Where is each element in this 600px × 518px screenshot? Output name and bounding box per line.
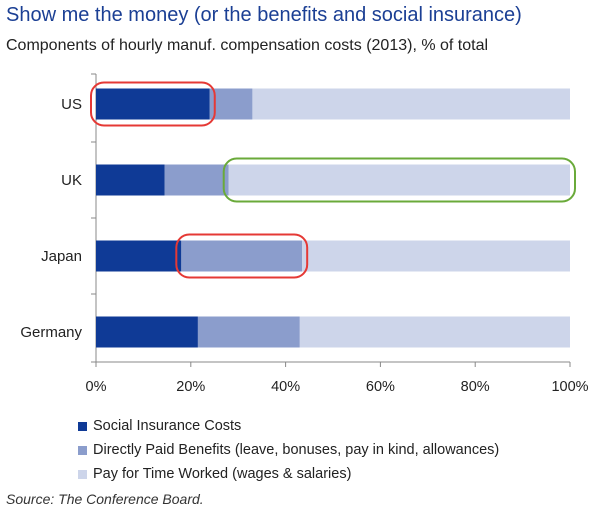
chart-subtitle: Components of hourly manuf. compensation… xyxy=(6,37,489,54)
highlight-callout xyxy=(222,157,576,203)
category-label: UK xyxy=(61,172,82,189)
chart-title: Show me the money (or the benefits and s… xyxy=(6,4,522,26)
legend-item-benefits: Directly Paid Benefits (leave, bonuses, … xyxy=(78,438,499,462)
bar-segment xyxy=(96,316,198,348)
x-tick-label: 100% xyxy=(551,379,588,395)
category-label: US xyxy=(61,96,82,113)
bar-segment xyxy=(197,316,300,348)
bar-segment xyxy=(252,88,571,120)
bar-segment xyxy=(209,88,253,120)
legend-label-social-insurance: Social Insurance Costs xyxy=(93,418,242,434)
source-note: Source: The Conference Board. xyxy=(6,491,204,507)
x-tick-label: 20% xyxy=(176,379,205,395)
chart-legend: Social Insurance Costs Directly Paid Ben… xyxy=(78,414,499,486)
bar-segment xyxy=(299,316,570,348)
bar-segment xyxy=(96,240,182,272)
legend-label-benefits: Directly Paid Benefits (leave, bonuses, … xyxy=(93,442,500,458)
bar-segment xyxy=(302,240,570,272)
category-label: Japan xyxy=(41,248,82,265)
bar-segment xyxy=(96,88,210,120)
legend-item-social-insurance: Social Insurance Costs xyxy=(78,414,499,438)
bar-segment xyxy=(164,164,229,196)
stacked-bar-chart: 0% 20% 40% 60% 80% 100% US UK Japan Germany xyxy=(20,73,589,395)
highlight-callout xyxy=(90,81,216,127)
legend-label-pay: Pay for Time Worked (wages & salaries) xyxy=(93,466,352,482)
bar-segment xyxy=(228,164,570,196)
x-tick-label: 0% xyxy=(86,379,107,395)
legend-item-pay: Pay for Time Worked (wages & salaries) xyxy=(78,462,499,486)
legend-swatch-pay xyxy=(78,469,87,479)
legend-swatch-benefits xyxy=(78,445,87,455)
category-label: Germany xyxy=(20,324,82,341)
x-tick-label: 80% xyxy=(461,379,490,395)
bar-segment xyxy=(181,240,303,272)
highlight-callout xyxy=(175,233,309,279)
x-tick-label: 40% xyxy=(271,379,300,395)
legend-swatch-social-insurance xyxy=(78,421,87,431)
bar-segment xyxy=(96,164,165,196)
x-tick-label: 60% xyxy=(366,379,395,395)
